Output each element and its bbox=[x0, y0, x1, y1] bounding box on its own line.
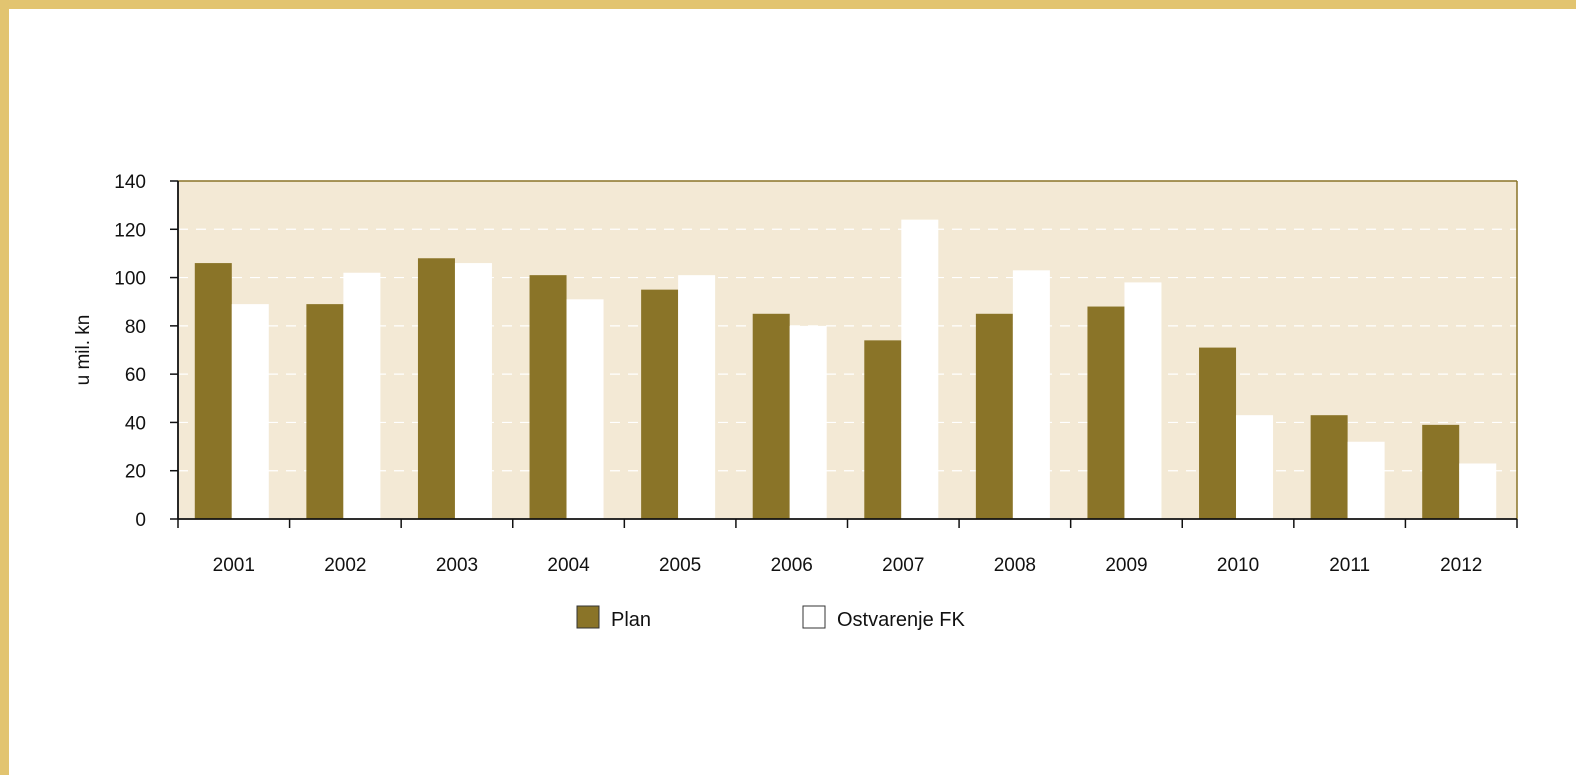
bar-ostvarenje-2005 bbox=[678, 275, 716, 519]
x-tick-label: 2009 bbox=[1105, 555, 1147, 576]
bar-ostvarenje-2011 bbox=[1347, 441, 1385, 519]
bars bbox=[194, 219, 1497, 519]
bar-ostvarenje-2007 bbox=[901, 219, 939, 519]
x-tick-label: 2008 bbox=[994, 555, 1036, 576]
x-tick-label: 2003 bbox=[436, 555, 478, 576]
bar-plan-2001 bbox=[194, 263, 232, 519]
y-tick-labels: 0 20 40 60 80 100 120 140 bbox=[114, 172, 146, 531]
y-tick-label: 20 bbox=[125, 462, 146, 483]
bar-ostvarenje-2010 bbox=[1236, 415, 1274, 519]
bar-ostvarenje-2008 bbox=[1012, 270, 1050, 519]
y-tick-label: 120 bbox=[114, 220, 146, 241]
bar-plan-2012 bbox=[1422, 424, 1460, 519]
bar-ostvarenje-2004 bbox=[566, 299, 604, 519]
x-tick-label: 2001 bbox=[213, 555, 255, 576]
bar-plan-2010 bbox=[1199, 347, 1237, 519]
chart-frame: 0 20 40 60 80 100 120 140 2001 2002 2003 2004 2005 2… bbox=[9, 9, 1576, 775]
bar-plan-2008 bbox=[975, 313, 1013, 519]
bar-ostvarenje-2003 bbox=[454, 263, 492, 519]
axes bbox=[170, 180, 1518, 528]
y-tick-label: 40 bbox=[125, 413, 146, 434]
y-tick-label: 140 bbox=[114, 172, 146, 193]
legend: Plan Ostvarenje FK bbox=[576, 605, 965, 631]
bar-ostvarenje-2002 bbox=[343, 272, 381, 519]
bar-plan-2009 bbox=[1087, 306, 1125, 519]
y-tick-label: 60 bbox=[125, 365, 146, 386]
legend-label-ostvarenje: Ostvarenje FK bbox=[837, 609, 965, 631]
x-tick-label: 2012 bbox=[1440, 555, 1482, 576]
x-tick-label: 2011 bbox=[1329, 555, 1370, 576]
bar-ostvarenje-2001 bbox=[231, 304, 269, 519]
bar-plan-2004 bbox=[529, 275, 567, 519]
x-tick-label: 2002 bbox=[324, 555, 366, 576]
bar-plan-2002 bbox=[306, 304, 344, 519]
bar-ostvarenje-2006 bbox=[789, 325, 827, 519]
legend-label-plan: Plan bbox=[611, 609, 651, 631]
x-tick-label: 2010 bbox=[1217, 555, 1259, 576]
y-tick-label: 0 bbox=[135, 510, 146, 531]
bar-plan-2007 bbox=[864, 340, 902, 519]
y-tick-label: 80 bbox=[125, 317, 146, 338]
bar-plan-2005 bbox=[641, 289, 679, 519]
x-tick-label: 2004 bbox=[547, 555, 590, 576]
legend-swatch-plan bbox=[576, 605, 600, 629]
y-axis-title: u mil. kn bbox=[73, 315, 94, 386]
x-tick-label: 2005 bbox=[659, 555, 701, 576]
legend-swatch-ostvarenje bbox=[802, 605, 826, 629]
bar-plan-2003 bbox=[417, 258, 455, 519]
bar-plan-2011 bbox=[1310, 415, 1348, 519]
plot-area bbox=[178, 181, 1517, 519]
bar-ostvarenje-2012 bbox=[1459, 463, 1497, 519]
y-tick-label: 100 bbox=[114, 269, 146, 290]
x-tick-labels: 2001 2002 2003 2004 2005 2006 2007 2008 2009 2010… bbox=[213, 555, 1483, 576]
gridlines bbox=[178, 228, 1517, 472]
bar-plan-2006 bbox=[752, 313, 790, 519]
x-tick-label: 2006 bbox=[771, 555, 813, 576]
x-tick-label: 2007 bbox=[882, 555, 924, 576]
bar-ostvarenje-2009 bbox=[1124, 282, 1162, 519]
